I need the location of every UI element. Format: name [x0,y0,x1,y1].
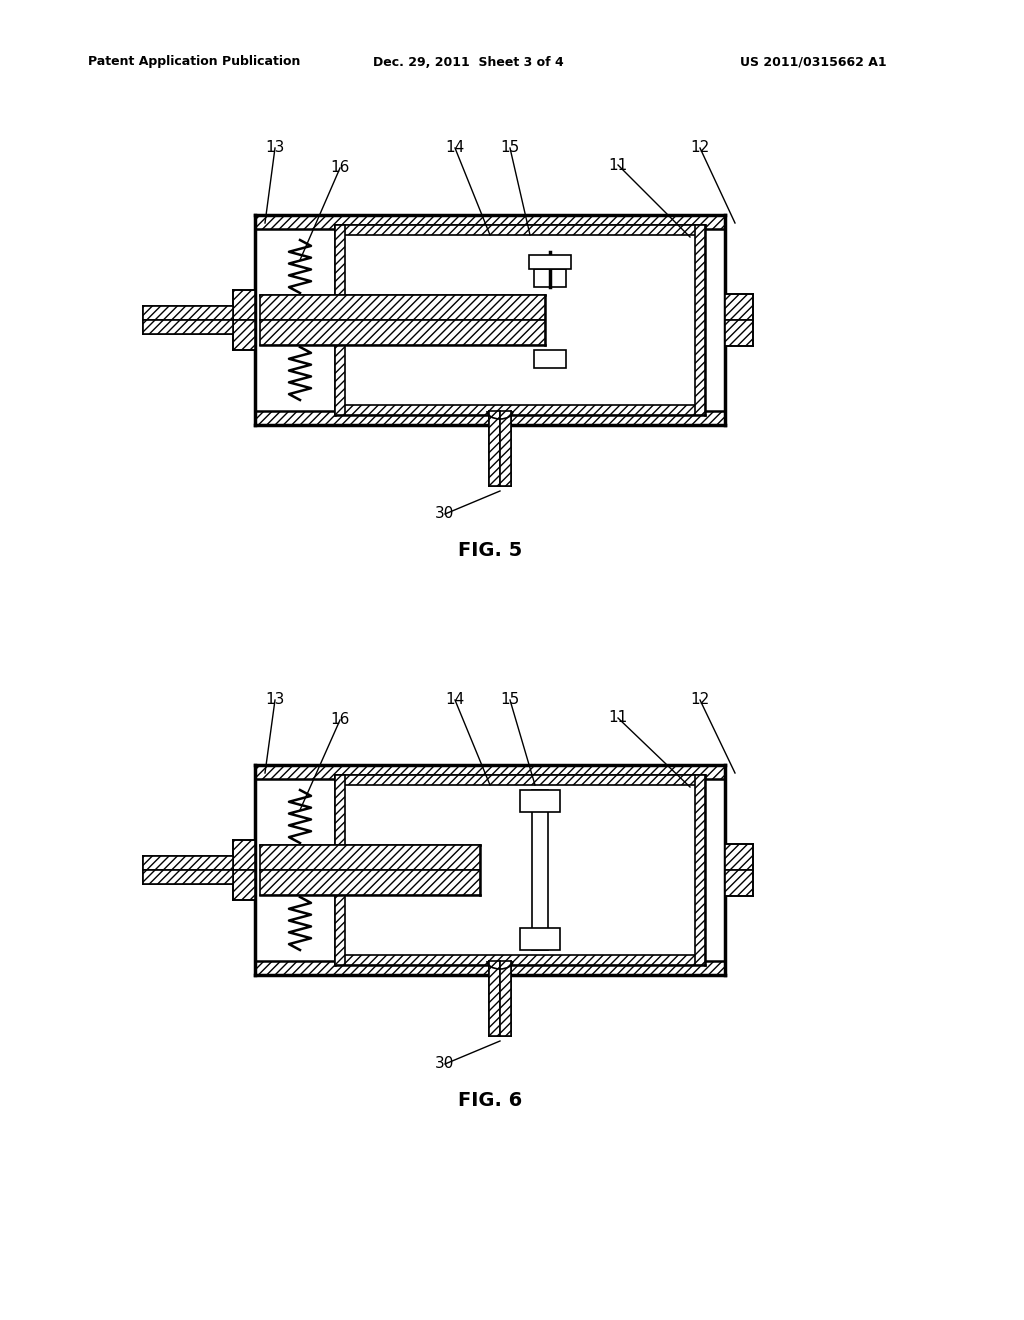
Text: FIG. 5: FIG. 5 [458,541,522,561]
Text: 16: 16 [331,161,349,176]
Bar [695,775,705,965]
Bar [143,870,233,884]
Bar [260,870,480,895]
Bar [335,775,345,965]
Text: 13: 13 [265,693,285,708]
Bar [255,961,725,975]
Text: 14: 14 [445,693,465,708]
Text: 11: 11 [608,157,628,173]
Bar [143,306,233,319]
Text: US 2011/0315662 A1: US 2011/0315662 A1 [740,55,887,69]
Bar [335,405,705,414]
Bar [534,269,566,286]
Bar [143,319,233,334]
Bar [520,928,560,950]
Bar [529,255,571,269]
Bar [725,319,753,346]
Text: Patent Application Publication: Patent Application Publication [88,55,300,69]
Bar [335,775,705,785]
Bar [233,290,255,319]
Text: 12: 12 [690,693,710,708]
Bar [233,319,255,350]
Bar [532,789,548,950]
Text: Dec. 29, 2011  Sheet 3 of 4: Dec. 29, 2011 Sheet 3 of 4 [373,55,563,69]
Bar [335,224,705,235]
Bar [260,319,545,345]
Text: 14: 14 [445,140,465,156]
Bar [143,855,233,870]
Bar [489,961,500,1036]
Bar [725,294,753,319]
Bar [489,411,500,486]
Bar [725,843,753,870]
Text: 12: 12 [690,140,710,156]
Text: 13: 13 [265,140,285,156]
Text: 16: 16 [331,713,349,727]
Text: 30: 30 [435,1056,455,1072]
Bar [260,294,545,319]
Bar [695,224,705,414]
Bar [255,766,725,779]
Bar [335,954,705,965]
Bar [500,961,511,1036]
Bar [500,411,511,486]
Text: 15: 15 [501,140,519,156]
Text: 11: 11 [608,710,628,726]
Text: 15: 15 [501,693,519,708]
Bar [520,789,560,812]
Bar [255,215,725,228]
Bar [725,870,753,896]
Bar [260,845,480,870]
Text: 30: 30 [435,507,455,521]
Bar [255,411,725,425]
Bar [233,840,255,870]
Text: FIG. 6: FIG. 6 [458,1092,522,1110]
Bar [233,870,255,900]
Bar [534,350,566,368]
Bar [335,224,345,414]
